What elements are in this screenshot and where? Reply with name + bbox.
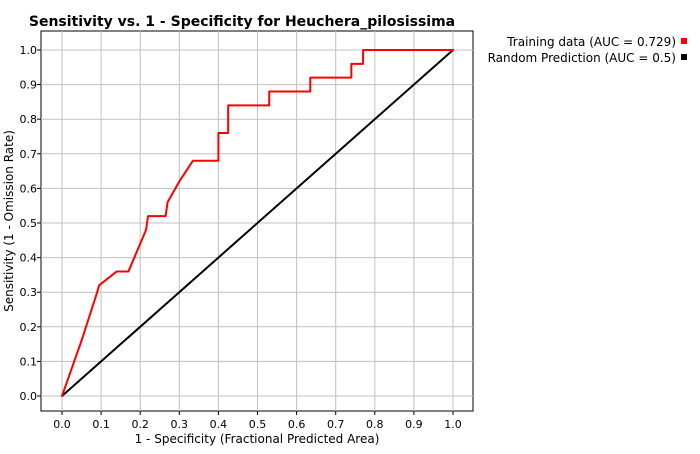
x-tick-label: 0.7 bbox=[327, 418, 345, 431]
y-tick-label: 0.1 bbox=[20, 355, 38, 368]
training-data-line bbox=[61, 49, 454, 397]
y-tick-label: 0.6 bbox=[20, 182, 38, 195]
x-tick-label: 0.8 bbox=[366, 418, 384, 431]
legend-swatch bbox=[681, 38, 687, 44]
x-tick-label: 0.3 bbox=[171, 418, 189, 431]
x-tick-label: 1.0 bbox=[444, 418, 462, 431]
x-tick-label: 0.9 bbox=[405, 418, 423, 431]
legend-label: Random Prediction (AUC = 0.5) bbox=[488, 51, 676, 65]
chart-title: Sensitivity vs. 1 - Specificity for Heuc… bbox=[29, 14, 455, 30]
y-axis-label: Sensitivity (1 - Omission Rate) bbox=[2, 130, 16, 312]
y-tick-label: 0.9 bbox=[20, 79, 38, 92]
grid-lines bbox=[41, 31, 473, 411]
x-tick-label: 0.1 bbox=[92, 418, 110, 431]
x-axis-label: 1 - Specificity (Fractional Predicted Ar… bbox=[135, 432, 380, 446]
y-tick-label: 1.0 bbox=[20, 44, 38, 57]
y-tick-label: 0.5 bbox=[20, 217, 38, 230]
x-tick-label: 0.2 bbox=[131, 418, 149, 431]
legend-label: Training data (AUC = 0.729) bbox=[506, 35, 676, 49]
random-prediction-line bbox=[61, 49, 454, 397]
y-axis-ticks: 0.0 0.1 0.2 0.3 0.4 0.5 0.6 0.7 0.8 0.9 1.0 bbox=[20, 44, 41, 403]
y-tick-label: 0.2 bbox=[20, 321, 38, 334]
legend-swatch bbox=[681, 54, 687, 60]
x-tick-label: 0.0 bbox=[53, 418, 71, 431]
x-tick-label: 0.5 bbox=[249, 418, 267, 431]
series-layer bbox=[61, 49, 454, 397]
y-tick-label: 0.7 bbox=[20, 148, 38, 161]
y-tick-label: 0.4 bbox=[20, 252, 38, 265]
y-tick-label: 0.0 bbox=[20, 390, 38, 403]
x-tick-label: 0.4 bbox=[210, 418, 228, 431]
legend: Training data (AUC = 0.729) Random Predic… bbox=[488, 35, 687, 65]
y-tick-label: 0.8 bbox=[20, 113, 38, 126]
y-tick-label: 0.3 bbox=[20, 286, 38, 299]
x-tick-label: 0.6 bbox=[288, 418, 306, 431]
x-axis-ticks: 0.0 0.1 0.2 0.3 0.4 0.5 0.6 0.7 0.8 0.9 1.0 bbox=[53, 411, 462, 431]
